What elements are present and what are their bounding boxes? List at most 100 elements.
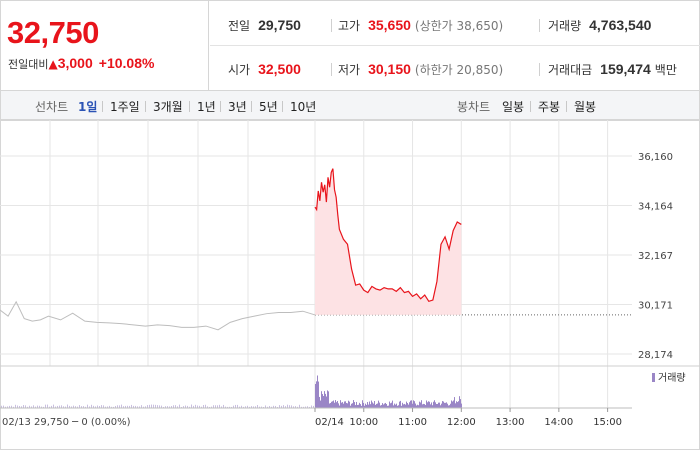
volume-bar xyxy=(343,403,344,408)
prev-day-info: 02/13 29,750 ─ 0 (0.00%) xyxy=(2,417,131,428)
volume-bar xyxy=(444,402,445,408)
x-tick-label: 10:00 xyxy=(349,417,378,428)
volume-bar xyxy=(189,406,190,408)
volume-bar xyxy=(7,406,8,408)
volume-bar xyxy=(129,405,130,408)
volume-bar xyxy=(87,404,88,408)
volume-bar xyxy=(385,402,386,408)
stat-value: 159,474 xyxy=(600,61,651,77)
volume-bar xyxy=(388,405,389,408)
volume-bar xyxy=(325,393,326,408)
volume-bar xyxy=(9,405,10,408)
volume-bar xyxy=(366,404,367,408)
volume-bar xyxy=(401,405,402,408)
volume-bar xyxy=(369,401,370,408)
volume-bar xyxy=(273,405,274,408)
tab-daily-candle[interactable]: 일봉 xyxy=(502,100,525,114)
x-tick-label: 12:00 xyxy=(447,417,476,428)
volume-bar xyxy=(349,401,350,408)
volume-bar xyxy=(101,405,102,408)
tab-1day[interactable]: 1일 xyxy=(78,100,98,114)
volume-bar xyxy=(67,404,68,408)
volume-bar xyxy=(395,404,396,408)
volume-bar xyxy=(344,401,345,408)
volume-bar xyxy=(456,401,457,408)
stat-label: 고가 xyxy=(338,19,361,33)
y-tick-label: 32,167 xyxy=(638,251,673,262)
volume-bar xyxy=(303,406,304,408)
volume-bar xyxy=(381,405,382,408)
volume-bar xyxy=(448,405,449,408)
volume-bar xyxy=(446,402,447,408)
tab-3year[interactable]: 3년 xyxy=(228,100,247,114)
tab-1year[interactable]: 1년 xyxy=(197,100,216,114)
volume-bar xyxy=(434,400,435,408)
volume-bar xyxy=(231,406,232,408)
stat-label: 거래량 xyxy=(548,19,582,33)
stat-value: 29,750 xyxy=(258,17,301,33)
volume-bar xyxy=(21,406,22,408)
volume-bar xyxy=(243,406,244,408)
volume-bar xyxy=(37,405,38,408)
volume-bars xyxy=(1,375,462,408)
volume-bar xyxy=(277,406,278,408)
x-tick-label: 02/14 xyxy=(315,417,344,428)
stat-volume: 거래량 4,763,540 xyxy=(548,17,651,34)
volume-bar xyxy=(291,405,292,408)
tab-separator xyxy=(282,101,283,112)
volume-bar xyxy=(331,401,332,408)
tab-5year[interactable]: 5년 xyxy=(259,100,278,114)
volume-bar xyxy=(305,406,306,408)
volume-bar xyxy=(332,401,333,408)
volume-bar xyxy=(147,405,148,408)
tab-weekly-candle[interactable]: 주봉 xyxy=(538,100,561,114)
tab-3month[interactable]: 3개월 xyxy=(153,100,183,114)
volume-bar xyxy=(103,405,104,408)
volume-bar xyxy=(13,406,14,408)
volume-bar xyxy=(25,405,26,408)
volume-bar xyxy=(167,406,168,408)
volume-bar xyxy=(71,406,72,408)
volume-bar xyxy=(73,405,74,408)
tab-monthly-candle[interactable]: 월봉 xyxy=(574,100,597,114)
volume-bar xyxy=(233,405,234,408)
stat-trade-value: 거래대금 159,474 백만 xyxy=(548,61,677,78)
volume-bar xyxy=(396,403,397,408)
stat-value: 35,650 xyxy=(368,17,411,33)
volume-bar xyxy=(213,405,214,408)
volume-bar xyxy=(105,406,106,408)
volume-bar xyxy=(383,404,384,408)
volume-bar xyxy=(435,402,436,408)
stats-panel: 전일 29,750 고가 35,650 (상한가 38,650) 거래량 4,7… xyxy=(210,1,700,91)
volume-bar xyxy=(255,406,256,408)
stat-label: 거래대금 xyxy=(548,63,593,77)
volume-bar xyxy=(397,405,398,408)
volume-bar xyxy=(251,406,252,408)
stat-unit: 백만 xyxy=(654,63,677,77)
stat-separator xyxy=(539,19,540,32)
volume-bar xyxy=(53,404,54,408)
volume-bar xyxy=(333,400,334,408)
tab-10year[interactable]: 10년 xyxy=(290,100,317,114)
volume-bar xyxy=(454,397,455,408)
volume-bar xyxy=(452,401,453,408)
volume-bar xyxy=(275,405,276,408)
volume-bar xyxy=(261,406,262,408)
volume-bar xyxy=(207,406,208,408)
volume-bar xyxy=(457,402,458,408)
today-price-line xyxy=(314,168,462,302)
volume-bar xyxy=(458,401,459,408)
volume-bar xyxy=(394,403,395,408)
volume-bar xyxy=(346,402,347,408)
change-percent: +10.08% xyxy=(98,55,155,71)
tab-1week[interactable]: 1주일 xyxy=(110,100,140,114)
volume-bar xyxy=(313,405,314,408)
volume-bar xyxy=(370,404,371,408)
volume-bar xyxy=(362,400,363,408)
volume-bar xyxy=(81,406,82,408)
volume-bar xyxy=(153,404,154,408)
today-series xyxy=(314,168,462,315)
volume-bar xyxy=(215,405,216,408)
stat-label: 저가 xyxy=(338,63,361,77)
volume-bar xyxy=(402,402,403,408)
